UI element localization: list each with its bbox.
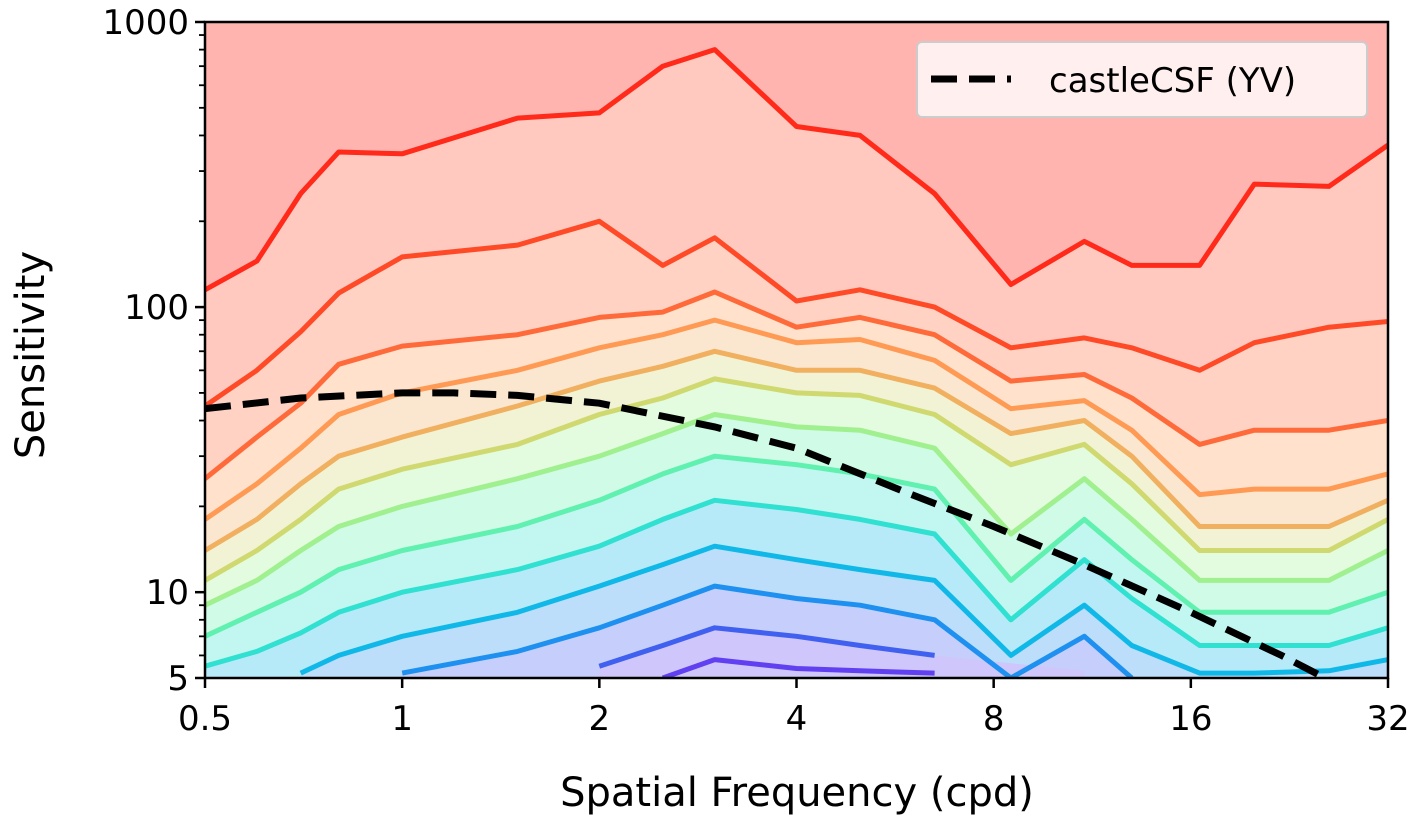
contour-line xyxy=(205,348,1388,553)
x-tick-label: 8 xyxy=(983,699,1005,739)
contour-line xyxy=(401,583,1134,678)
contour-line xyxy=(205,497,1388,669)
y-tick-label: 100 xyxy=(124,288,189,328)
contour-line xyxy=(661,657,935,678)
y-tick-label: 5 xyxy=(167,659,189,699)
x-tick-label: 4 xyxy=(786,699,808,739)
x-tick-label: 0.5 xyxy=(178,699,232,739)
x-tick-label: 2 xyxy=(589,699,611,739)
plot-area xyxy=(205,22,1388,678)
x-tick-label: 16 xyxy=(1169,699,1212,739)
legend-box xyxy=(916,41,1368,118)
legend-label: castleCSF (YV) xyxy=(1049,61,1296,101)
series-line xyxy=(205,389,1333,678)
legend: castleCSF (YV) xyxy=(916,41,1368,118)
contour-fill xyxy=(402,586,1132,678)
contour-line xyxy=(205,289,1388,481)
x-tick-label: 1 xyxy=(391,699,413,739)
contour-line xyxy=(299,543,1388,676)
contour-line xyxy=(205,412,1388,608)
contour-line xyxy=(205,317,1388,522)
x-tick-label: 32 xyxy=(1366,699,1409,739)
contour-line xyxy=(205,47,1388,292)
contour-line xyxy=(205,453,1388,639)
y-axis-label: Sensitivity xyxy=(8,251,54,459)
x-axis-label: Spatial Frequency (cpd) xyxy=(560,770,1034,816)
y-tick-label: 10 xyxy=(146,573,189,613)
contour-line xyxy=(205,376,1388,583)
y-tick-label: 1000 xyxy=(102,3,189,43)
axes: 0.5 1 2 4 8 16 32 5 10 100 1000 xyxy=(102,3,1409,739)
contour-line xyxy=(205,218,1388,409)
